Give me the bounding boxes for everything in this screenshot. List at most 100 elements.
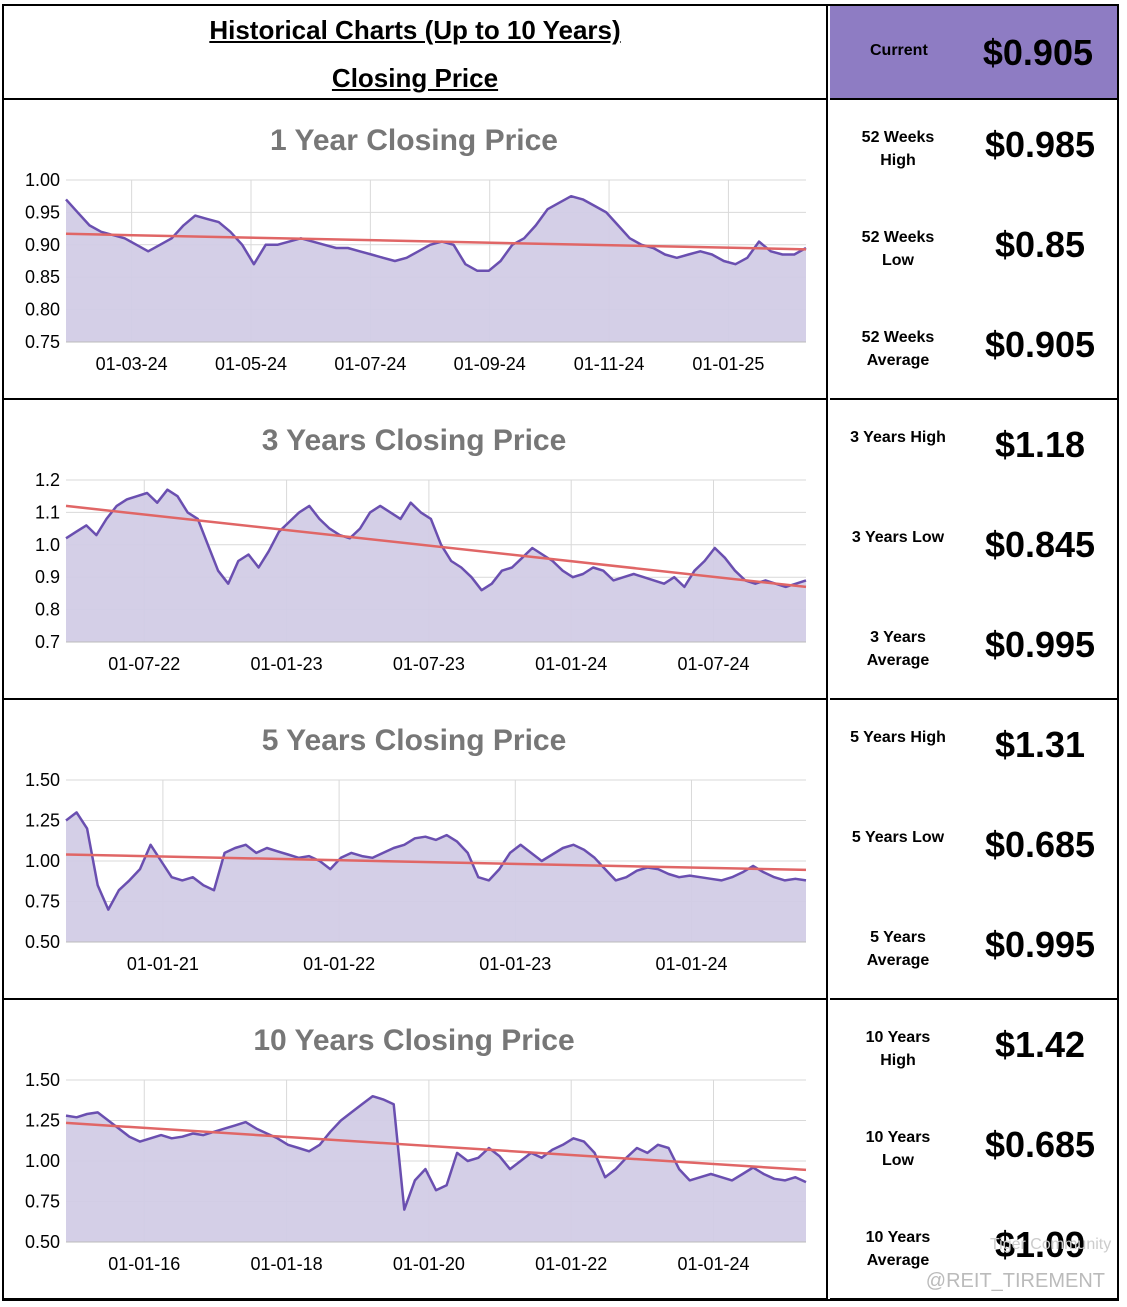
- current-value: $0.905: [982, 32, 1093, 73]
- x-tick-label: 01-05-24: [215, 354, 287, 374]
- x-tick-label: 01-01-22: [303, 954, 375, 974]
- trend-line: [65, 232, 807, 251]
- y-tick-label: 1.00: [25, 1151, 60, 1171]
- x-tick-label: 01-07-23: [393, 654, 465, 674]
- stat-value: $1.31: [994, 724, 1086, 765]
- x-tick-label: 01-09-24: [454, 354, 526, 374]
- stat-label: 3 Years Average: [866, 629, 930, 669]
- stat-label: 5 Years High: [850, 729, 946, 746]
- stat-value: $0.905: [984, 324, 1096, 365]
- price-line: [65, 194, 807, 272]
- x-tick-label: 01-01-25: [692, 354, 764, 374]
- x-tick-label: 01-11-24: [574, 354, 645, 374]
- price-line: [65, 811, 807, 911]
- price-area: [66, 489, 806, 642]
- chart-title: 3 Years Closing Price: [262, 424, 567, 457]
- y-tick-label: 0.75: [25, 332, 60, 352]
- stat-label: 3 Years High: [850, 429, 946, 446]
- y-tick-label: 1.0: [35, 535, 60, 555]
- x-tick-label: 01-01-21: [127, 954, 199, 974]
- y-tick-label: 1.25: [25, 1111, 60, 1131]
- y-tick-label: 1.00: [25, 170, 60, 190]
- chart-cell-10y: 10 Years Closing Price 1.50 1.25 1.00 0.75 0.…: [4, 1000, 828, 1300]
- y-tick-label: 0.90: [25, 235, 60, 255]
- x-tick-label: 01-07-24: [677, 654, 749, 674]
- stats-cell-10y: 10 Years High $1.42 10 Years Low $0.685 10…: [830, 1000, 1117, 1300]
- y-tick-label: 1.50: [25, 770, 60, 790]
- watermark-brand: Tiger Community: [990, 1236, 1112, 1253]
- stat-average: 52 Weeks Average $0.905: [830, 300, 1117, 400]
- price-line: [65, 1094, 807, 1211]
- stat-value: $0.995: [984, 924, 1096, 965]
- x-tick-label: 01-07-22: [108, 654, 180, 674]
- x-tick-label: 01-01-16: [108, 1254, 180, 1274]
- stat-high: 10 Years High $1.42: [830, 1000, 1117, 1100]
- stat-average: 5 Years Average $0.995: [830, 900, 1117, 1000]
- y-tick-label: 1.2: [35, 470, 60, 490]
- stat-value: $1.09: [994, 1224, 1086, 1265]
- y-tick-label: 0.95: [25, 202, 60, 222]
- x-tick-label: 01-01-18: [251, 1254, 323, 1274]
- stat-low: 5 Years Low $0.685: [830, 800, 1117, 900]
- x-tick-label: 01-03-24: [96, 354, 168, 374]
- stat-high: 5 Years High $1.31: [830, 700, 1117, 800]
- stat-value: $0.995: [984, 624, 1096, 665]
- stats-cell-1y: 52 Weeks High $0.985 52 Weeks Low $0.85 52…: [830, 100, 1117, 400]
- x-tick-label: 01-01-24: [677, 1254, 749, 1274]
- stats-cell-3y: 3 Years High $1.18 3 Years Low $0.845 3 Ye…: [830, 400, 1117, 700]
- x-tick-label: 01-01-22: [535, 1254, 607, 1274]
- stat-label: 5 Years Low: [851, 829, 945, 846]
- y-tick-label: 0.50: [25, 1232, 60, 1252]
- y-tick-label: 1.50: [25, 1070, 60, 1090]
- stat-value: $0.985: [984, 124, 1096, 165]
- stat-label: 5 Years Average: [866, 929, 930, 969]
- chart-cell-5y: 5 Years Closing Price 1.50 1.25 1.00 0.75 0.5…: [4, 700, 828, 1000]
- stat-label: 52 Weeks Low: [861, 229, 935, 269]
- current-price-cell: Current $0.905: [830, 6, 1117, 100]
- x-tick-label: 01-07-24: [334, 354, 406, 374]
- x-tick-label: 01-01-23: [479, 954, 551, 974]
- page-title: Historical Charts (Up to 10 Years): [209, 15, 621, 45]
- stat-value: $0.685: [984, 824, 1096, 865]
- stat-label: 52 Weeks High: [861, 129, 935, 169]
- stat-high: 52 Weeks High $0.985: [830, 100, 1117, 200]
- trend-line: [65, 1121, 807, 1172]
- stat-value: $1.18: [994, 424, 1086, 465]
- stat-low: 3 Years Low $0.845: [830, 500, 1117, 600]
- y-tick-label: 1.1: [35, 502, 60, 522]
- stat-label: 10 Years Average: [865, 1229, 931, 1269]
- stats-cell-5y: 5 Years High $1.31 5 Years Low $0.685 5 Ye…: [830, 700, 1117, 1000]
- stat-value: $0.845: [984, 524, 1096, 565]
- page-subtitle: Closing Price: [331, 63, 499, 93]
- x-tick-label: 01-01-20: [393, 1254, 465, 1274]
- stat-value: $1.42: [994, 1024, 1086, 1065]
- price-area: [66, 196, 806, 342]
- y-tick-label: 0.7: [35, 632, 60, 652]
- chart-cell-3y: 3 Years Closing Price 1.2 1.1 1.0 0.9 0.8 0.7 0…: [4, 400, 828, 700]
- outer-frame: [2, 4, 1119, 1301]
- y-tick-label: 0.9: [35, 567, 60, 587]
- chart-10y: 10 Years Closing Price 1.50 1.25 1.00 0.75 0.…: [25, 1024, 807, 1274]
- chart-title: 1 Year Closing Price: [270, 124, 558, 157]
- stat-label: 52 Weeks Average: [861, 329, 935, 369]
- y-tick-label: 0.50: [25, 932, 60, 952]
- trend-line: [65, 504, 807, 589]
- stat-average: 3 Years Average $0.995: [830, 600, 1117, 700]
- chart-5y: 5 Years Closing Price 1.50 1.25 1.00 0.75 0.5…: [25, 724, 807, 974]
- price-area: [66, 1096, 806, 1242]
- stat-low: 52 Weeks Low $0.85: [830, 200, 1117, 300]
- y-tick-label: 1.00: [25, 851, 60, 871]
- current-label: Current: [870, 42, 928, 59]
- chart-title: 5 Years Closing Price: [262, 724, 567, 757]
- x-tick-label: 01-01-24: [655, 954, 727, 974]
- chart-3y: 3 Years Closing Price 1.2 1.1 1.0 0.9 0.8 0.7 0…: [35, 424, 807, 674]
- y-tick-label: 0.75: [25, 1192, 60, 1212]
- y-tick-label: 0.85: [25, 267, 60, 287]
- chart-1y: 1 Year Closing Price 1.00 0.95 0.90 0.85 0.80…: [25, 124, 807, 374]
- stat-high: 3 Years High $1.18: [830, 400, 1117, 500]
- stat-low: 10 Years Low $0.685: [830, 1100, 1117, 1200]
- x-tick-label: 01-01-24: [535, 654, 607, 674]
- price-area: [66, 812, 806, 942]
- header-title-cell: Historical Charts (Up to 10 Years) Closi…: [4, 6, 828, 100]
- chart-title: 10 Years Closing Price: [253, 1024, 574, 1057]
